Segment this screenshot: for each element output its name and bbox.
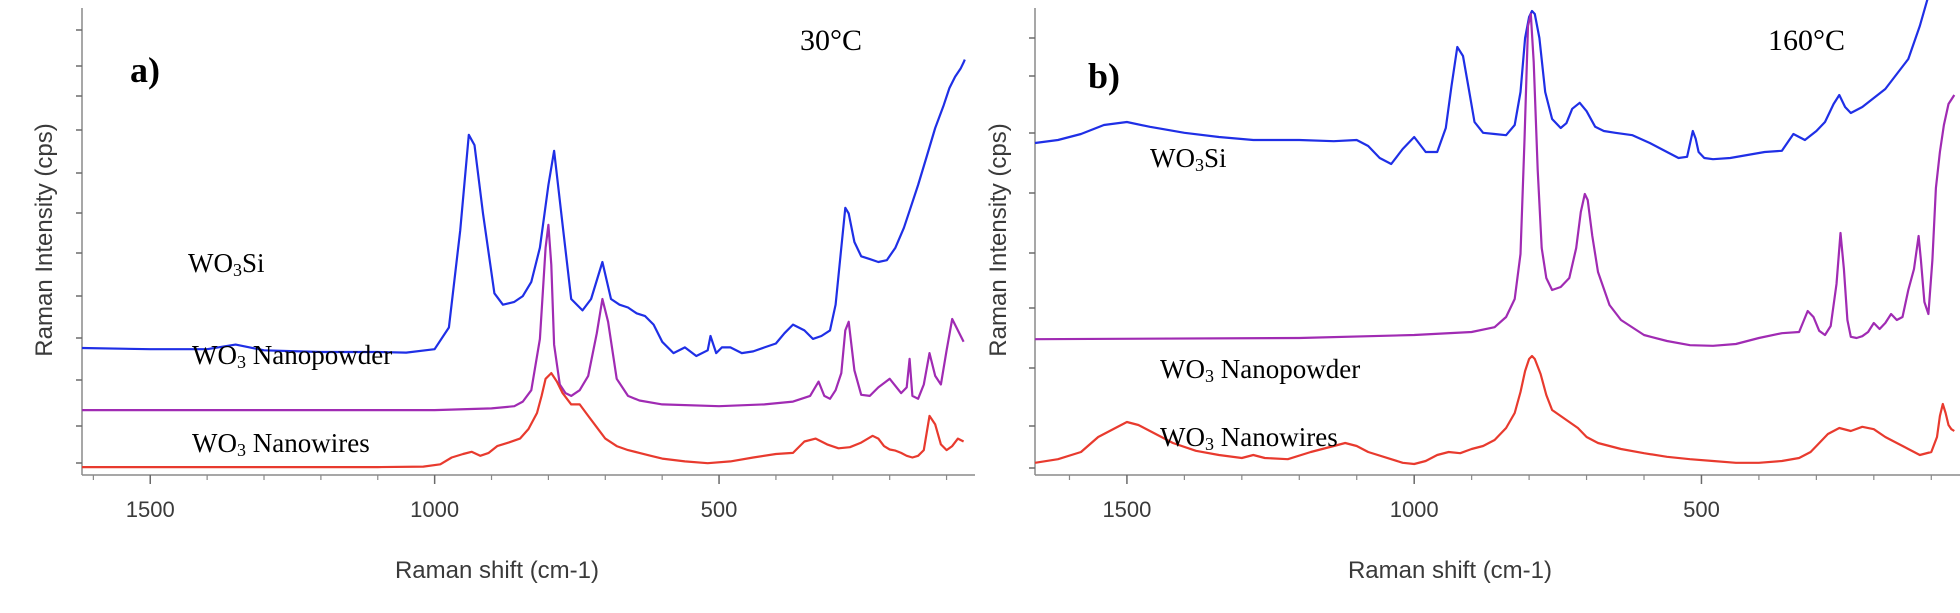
x-axis-label: Raman shift (cm-1): [1348, 557, 1552, 584]
x-tick-label: 1000: [1390, 497, 1439, 522]
x-axis-label: Raman shift (cm-1): [395, 557, 599, 584]
panel-label: a): [130, 50, 160, 90]
x-tick-label: 1000: [410, 497, 459, 522]
x-tick-label: 1500: [126, 497, 175, 522]
series-line: [1034, 12, 1956, 347]
x-tick-label: 500: [1683, 497, 1720, 522]
series-label: WO3Si: [188, 248, 265, 280]
series-label: WO3 Nanopowder: [192, 340, 392, 372]
series-label: WO3 Nanowires: [1160, 422, 1338, 454]
x-tick-label: 500: [701, 497, 738, 522]
chart-panel-b: 1500 1000 500 Raman shift (cm-1) Raman Inten…: [985, 0, 1960, 584]
series-label: WO3 Nanopowder: [1160, 354, 1360, 386]
series-line: [82, 372, 965, 469]
series-label: WO3 Nanowires: [192, 428, 370, 460]
series-line: [81, 59, 966, 358]
series-line: [1034, 0, 1929, 166]
temperature-annotation: 30°C: [800, 24, 862, 57]
temperature-annotation: 160°C: [1768, 24, 1845, 57]
series-line: [1034, 354, 1955, 466]
series-label: WO3Si: [1150, 143, 1227, 175]
x-tick-label: 1500: [1102, 497, 1151, 522]
y-axis-label: Raman Intensity (cps): [31, 123, 58, 356]
y-axis-label: Raman Intensity (cps): [985, 123, 1012, 356]
chart-panel-a: 1500 1000 500 Raman shift (cm-1) Raman Inten…: [31, 8, 975, 584]
series-line: [82, 223, 965, 412]
panel-label: b): [1088, 56, 1120, 96]
